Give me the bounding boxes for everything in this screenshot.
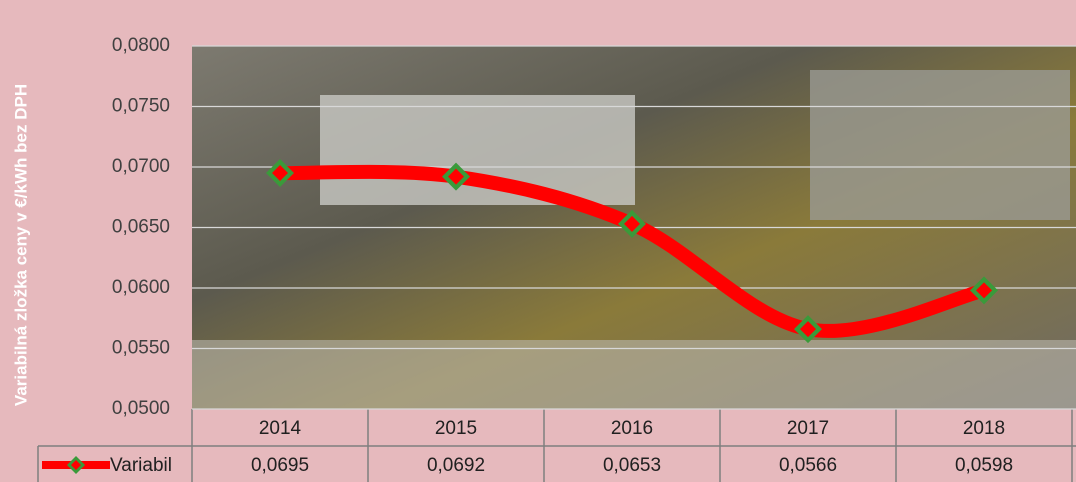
y-tick-label: 0,0750	[112, 96, 170, 117]
x-tick-label: 2014	[259, 418, 302, 439]
y-axis-title: Variabilná zložka ceny v €/kWh bez DPH	[11, 84, 30, 406]
marker-inner	[800, 321, 816, 338]
y-tick-label: 0,0700	[112, 156, 170, 177]
y-tick-label: 0,0800	[112, 35, 170, 56]
marker-inner	[976, 282, 992, 299]
table-value: 0,0566	[779, 455, 837, 476]
panel	[810, 70, 1070, 220]
y-tick-label: 0,0550	[112, 338, 170, 359]
x-tick-label: 2018	[963, 418, 1005, 439]
x-tick-label: 2016	[611, 418, 653, 439]
y-tick-label: 0,0600	[112, 277, 170, 298]
table-value: 0,0598	[955, 455, 1013, 476]
table-value: 0,0692	[427, 455, 485, 476]
y-tick-label: 0,0500	[112, 398, 170, 419]
marker-inner	[272, 165, 288, 182]
x-tick-label: 2015	[435, 418, 477, 439]
legend-marker-inner	[71, 460, 81, 470]
x-tick-label: 2017	[787, 418, 829, 439]
panel	[320, 95, 500, 205]
legend-label: Variabil	[110, 455, 172, 476]
marker-inner	[624, 215, 640, 232]
y-tick-label: 0,0650	[112, 217, 170, 238]
marker-inner	[448, 168, 464, 185]
table-value: 0,0653	[603, 455, 661, 476]
data-table	[37, 409, 1076, 482]
table-value: 0,0695	[251, 455, 309, 476]
floor	[192, 340, 1076, 409]
